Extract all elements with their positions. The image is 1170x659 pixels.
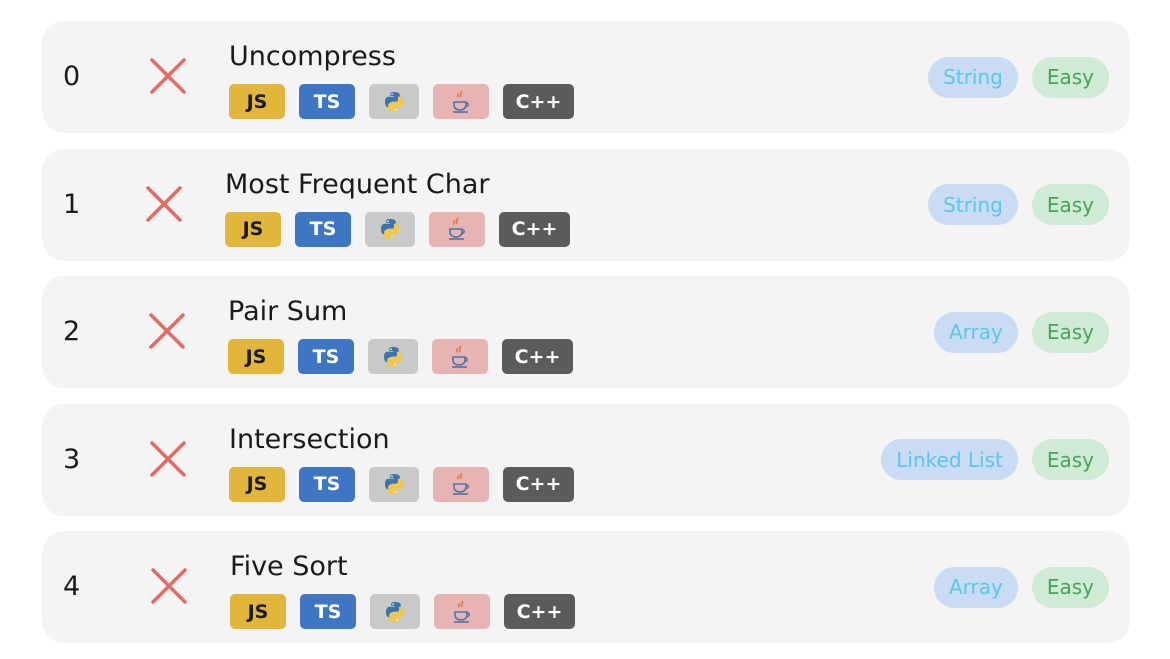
python-logo-icon	[378, 217, 402, 241]
js-button[interactable]: JS	[229, 466, 285, 502]
difficulty-badge: Easy	[1031, 439, 1109, 480]
problem-row-3[interactable]: 3 Intersection JS TS C++	[42, 403, 1130, 516]
language-buttons: JS TS C++	[230, 594, 575, 629]
topic-badge: Array	[933, 311, 1018, 353]
topic-badge: String	[928, 184, 1018, 225]
python-button[interactable]	[369, 466, 419, 502]
language-buttons: JS TS C++	[229, 84, 574, 119]
python-button[interactable]	[370, 594, 420, 629]
problem-title[interactable]: Most Frequent Char	[225, 168, 490, 200]
difficulty-badge: Easy	[1031, 56, 1109, 98]
problem-title[interactable]: Uncompress	[229, 41, 396, 72]
java-button[interactable]	[434, 594, 490, 629]
js-button[interactable]: JS	[230, 594, 286, 629]
language-buttons: JS TS C++	[228, 339, 573, 374]
cpp-button[interactable]: C++	[503, 466, 574, 502]
js-button[interactable]: JS	[229, 84, 285, 119]
ts-button[interactable]: TS	[295, 211, 351, 247]
cross-icon	[150, 567, 188, 605]
python-button[interactable]	[368, 339, 418, 374]
java-button[interactable]	[433, 466, 489, 502]
problem-content: Pair Sum JS TS C++	[228, 294, 573, 374]
problem-index: 3	[63, 443, 81, 475]
js-button[interactable]: JS	[225, 211, 281, 247]
python-logo-icon	[381, 345, 405, 369]
problem-content: Most Frequent Char JS TS C++	[225, 167, 570, 247]
topic-badge: Array	[933, 566, 1018, 608]
difficulty-badge: Easy	[1031, 566, 1109, 608]
language-buttons: JS TS C++	[225, 211, 570, 247]
python-button[interactable]	[365, 211, 415, 247]
problem-content: Uncompress JS TS C++	[229, 39, 574, 119]
python-button[interactable]	[369, 84, 419, 119]
problem-tags: Linked List Easy	[881, 404, 1109, 516]
problem-row-2[interactable]: 2 Pair Sum JS TS C++	[42, 276, 1130, 388]
ts-button[interactable]: TS	[299, 466, 355, 502]
java-coffee-cup-icon	[451, 599, 473, 625]
problem-tags: Array Easy	[933, 276, 1109, 388]
ts-button[interactable]: TS	[298, 339, 354, 374]
difficulty-badge: Easy	[1031, 184, 1109, 225]
python-logo-icon	[382, 472, 406, 496]
problem-index: 2	[63, 316, 81, 347]
java-button[interactable]	[429, 211, 485, 247]
problem-title[interactable]: Pair Sum	[228, 296, 348, 327]
python-logo-icon	[383, 600, 407, 624]
problem-index: 0	[63, 61, 81, 92]
cross-icon	[148, 312, 186, 350]
problem-row-1[interactable]: 1 Most Frequent Char JS TS C++	[42, 148, 1130, 261]
problem-title[interactable]: Intersection	[229, 423, 390, 455]
problem-index: 4	[63, 571, 81, 602]
problem-index: 1	[63, 188, 81, 220]
cpp-button[interactable]: C++	[504, 594, 575, 629]
problem-row-4[interactable]: 4 Five Sort JS TS C++	[42, 531, 1130, 643]
problem-tags: Array Easy	[933, 531, 1109, 643]
problem-row-0[interactable]: 0 Uncompress JS TS C++	[42, 21, 1130, 133]
cross-icon	[145, 185, 183, 223]
java-coffee-cup-icon	[450, 471, 472, 497]
cpp-button[interactable]: C++	[502, 339, 573, 374]
java-coffee-cup-icon	[446, 216, 468, 242]
ts-button[interactable]: TS	[300, 594, 356, 629]
python-logo-icon	[382, 90, 406, 114]
topic-badge: Linked List	[881, 439, 1018, 480]
language-buttons: JS TS C++	[229, 466, 574, 502]
java-button[interactable]	[432, 339, 488, 374]
js-button[interactable]: JS	[228, 339, 284, 374]
cpp-button[interactable]: C++	[499, 211, 570, 247]
difficulty-badge: Easy	[1031, 311, 1109, 353]
problem-content: Intersection JS TS C++	[229, 422, 574, 502]
java-button[interactable]	[433, 84, 489, 119]
problem-tags: String Easy	[928, 21, 1109, 133]
cpp-button[interactable]: C++	[503, 84, 574, 119]
ts-button[interactable]: TS	[299, 84, 355, 119]
cross-icon	[149, 57, 187, 95]
problem-content: Five Sort JS TS C++	[230, 549, 575, 629]
java-coffee-cup-icon	[449, 344, 471, 370]
java-coffee-cup-icon	[450, 89, 472, 115]
problem-title[interactable]: Five Sort	[230, 551, 348, 582]
topic-badge: String	[928, 56, 1018, 98]
cross-icon	[149, 440, 187, 478]
problem-list: 0 Uncompress JS TS C++	[42, 21, 1130, 659]
problem-tags: String Easy	[928, 149, 1109, 261]
